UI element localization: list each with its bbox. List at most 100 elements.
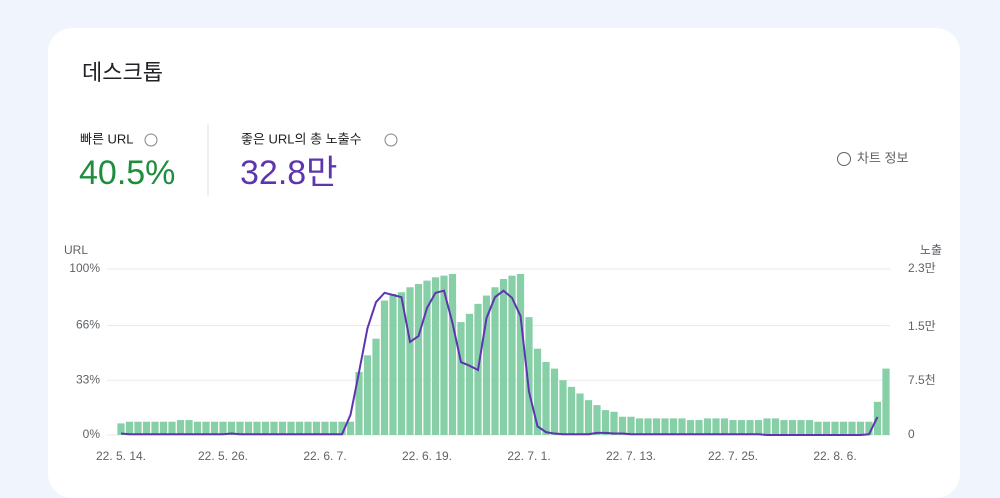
bar <box>576 393 584 435</box>
y-tick-label: 100% <box>69 261 100 275</box>
page: 데스크톱 빠른 URL 40.5% 좋은 URL의 총 노출수 32.8만 차트… <box>48 28 960 498</box>
y2-tick-label: 1.5만 <box>908 319 936 333</box>
bar <box>295 421 304 435</box>
metric-value: 40.5% <box>79 154 175 192</box>
metric-label: 빠른 URL <box>80 131 134 146</box>
y2-tick-label: 7.5천 <box>908 372 936 387</box>
metric-label: 좋은 URL의 총 노출수 <box>241 131 362 146</box>
bar <box>567 386 576 435</box>
y-tick-label: 66% <box>76 318 100 332</box>
help-icon[interactable] <box>144 133 158 147</box>
bar <box>346 421 355 435</box>
bar <box>635 418 644 435</box>
bar <box>448 273 457 435</box>
metric-value: 32.8만 <box>240 154 337 192</box>
bar <box>389 293 397 435</box>
bar <box>780 420 788 435</box>
bar <box>457 322 465 435</box>
bar <box>686 420 695 435</box>
bar <box>270 421 278 435</box>
bar <box>210 421 219 435</box>
bar <box>329 421 338 435</box>
bar <box>125 421 134 435</box>
bar <box>465 313 474 435</box>
x-tick-label: 22. 5. 14. <box>96 449 146 463</box>
bar <box>678 418 686 435</box>
y-tick-label: 33% <box>76 372 100 386</box>
bar <box>797 420 805 435</box>
bar <box>278 421 287 435</box>
bar <box>644 418 652 435</box>
bar <box>559 380 567 435</box>
bar <box>227 421 236 435</box>
y2-tick-label: 0 <box>908 427 915 441</box>
bar <box>601 410 610 435</box>
bar <box>839 421 848 435</box>
bar <box>185 420 193 435</box>
y-tick-label: 0% <box>83 427 101 441</box>
bar <box>304 421 312 435</box>
bar <box>193 421 202 435</box>
info-icon[interactable] <box>837 152 851 166</box>
bar <box>593 405 601 435</box>
x-tick-label: 22. 7. 25. <box>708 449 758 463</box>
bar <box>737 420 746 435</box>
bar <box>431 277 440 435</box>
bar <box>805 420 814 435</box>
bar <box>202 421 210 435</box>
bar <box>533 348 542 435</box>
y2-tick-label: 2.3만 <box>908 261 936 275</box>
bar <box>754 420 763 435</box>
line <box>120 289 879 436</box>
bar <box>312 421 321 435</box>
x-tick-label: 22. 6. 19. <box>402 449 452 463</box>
bar <box>261 421 270 435</box>
x-tick-label: 22. 6. 7. <box>303 449 346 463</box>
bar <box>244 421 253 435</box>
card-title: 데스크톱 <box>82 60 163 85</box>
bar <box>822 421 831 435</box>
bar <box>627 416 635 435</box>
bar <box>584 400 593 435</box>
chart: 데스크톱 빠른 URL 40.5% 좋은 URL의 총 노출수 32.8만 차트… <box>64 60 942 463</box>
info-link[interactable]: 차트 정보 <box>857 150 908 165</box>
bar <box>355 371 363 435</box>
bar <box>482 295 491 435</box>
bar <box>253 421 261 435</box>
bar <box>865 421 873 435</box>
bar <box>525 317 533 435</box>
bar <box>117 423 125 435</box>
bar <box>882 368 890 435</box>
bar <box>652 418 661 435</box>
bar <box>831 421 839 435</box>
bar <box>746 420 754 435</box>
bar <box>720 418 729 435</box>
bar <box>848 421 856 435</box>
bar <box>550 368 559 435</box>
bar <box>372 338 380 435</box>
bar <box>236 421 244 435</box>
y-axis-label: URL <box>64 243 88 257</box>
help-icon[interactable] <box>384 133 398 147</box>
bar <box>321 421 329 435</box>
bar <box>712 418 720 435</box>
y2-axis-label: 노출 <box>920 243 942 257</box>
bar <box>159 421 168 435</box>
bar <box>440 275 448 435</box>
bar <box>669 418 678 435</box>
bar <box>516 273 525 435</box>
bar <box>814 421 822 435</box>
bar <box>406 287 414 435</box>
bar <box>703 418 712 435</box>
bar <box>287 421 295 435</box>
x-tick-label: 22. 5. 26. <box>198 449 248 463</box>
bar <box>142 421 151 435</box>
bar <box>134 421 142 435</box>
bar <box>508 275 516 435</box>
bar <box>763 418 771 435</box>
bar <box>168 421 176 435</box>
bar <box>771 418 780 435</box>
bar <box>219 421 227 435</box>
bar <box>661 418 669 435</box>
bar <box>338 421 346 435</box>
